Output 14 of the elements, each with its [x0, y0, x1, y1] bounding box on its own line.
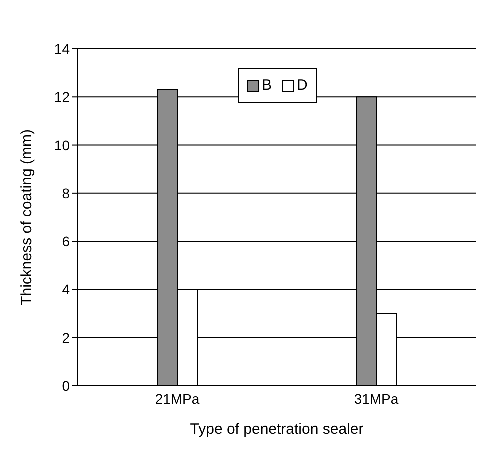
y-tick-label: 2: [62, 330, 70, 346]
legend-label: D: [296, 77, 308, 94]
y-tick-label: 0: [62, 378, 70, 394]
y-tick-label: 14: [54, 40, 70, 57]
x-tick-label: 21MPa: [155, 390, 200, 407]
x-tick-label: 31MPa: [354, 390, 399, 407]
y-tick-label: 4: [62, 282, 70, 298]
y-tick-label: 12: [54, 89, 70, 106]
y-tick-label: 8: [62, 185, 70, 202]
x-axis-title: Type of penetration sealer: [190, 421, 364, 438]
y-tick-label: 10: [54, 137, 70, 154]
legend-label: B: [261, 77, 272, 94]
y-axis-title: Thickness of coating (mm): [18, 130, 36, 306]
y-tick-label: 6: [62, 234, 70, 250]
